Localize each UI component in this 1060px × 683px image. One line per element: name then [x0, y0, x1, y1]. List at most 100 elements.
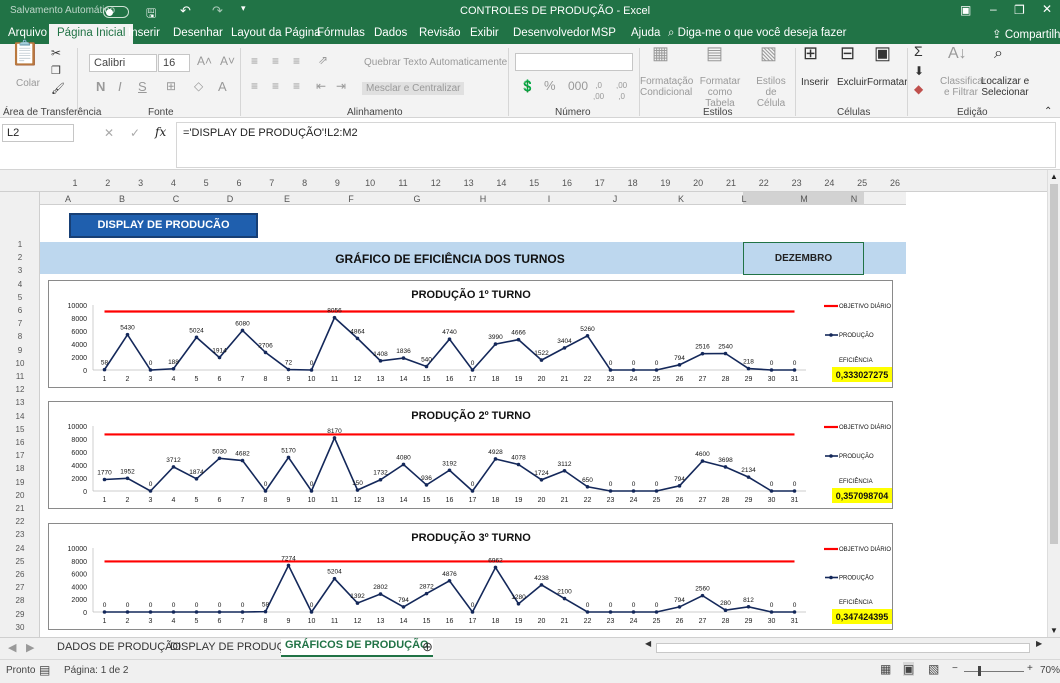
format-table-icon[interactable]: ▤ — [706, 43, 724, 63]
row-number[interactable]: 15 — [15, 424, 25, 434]
insert-cells-icon[interactable]: ⊞ — [803, 43, 819, 63]
align-bottom-icon[interactable]: ≡ — [293, 54, 301, 68]
sheet-tab-dados[interactable]: DADOS DE PRODUÇÃO — [57, 641, 182, 653]
column-letter-b[interactable]: B — [118, 194, 125, 204]
horizontal-scrollbar[interactable] — [656, 643, 1030, 653]
row-number[interactable]: 12 — [15, 385, 25, 395]
row-number[interactable]: 28 — [15, 596, 25, 606]
format-painter-icon[interactable]: 🖌 — [51, 83, 65, 95]
column-letter-k[interactable]: K — [677, 194, 684, 204]
quick-access-icon[interactable]: ▾ — [241, 3, 246, 13]
autosave-toggle[interactable] — [103, 6, 129, 18]
tab-msp[interactable]: MSP — [591, 27, 616, 39]
delete-cells-button[interactable]: Excluir — [837, 77, 868, 88]
zoom-level[interactable]: 70% — [1040, 665, 1060, 676]
align-middle-icon[interactable]: ≡ — [272, 54, 280, 68]
redo-icon[interactable]: ↷ — [212, 3, 223, 18]
underline-icon[interactable]: S — [138, 79, 147, 94]
tab-pagina-inicial[interactable]: Página Inicial — [49, 24, 134, 44]
ribbon-display-icon[interactable]: ▣ — [960, 3, 972, 17]
save-icon[interactable]: 🖫 — [146, 6, 157, 20]
cancel-formula-icon[interactable]: ✕ — [104, 126, 115, 140]
row-number[interactable]: 17 — [15, 451, 25, 461]
row-number[interactable]: 21 — [15, 504, 25, 513]
number-format-select[interactable] — [515, 53, 633, 71]
column-letter-e[interactable]: E — [283, 194, 290, 204]
find-select-button[interactable]: Localizar e Selecionar — [980, 76, 1030, 98]
shrink-font-icon[interactable]: A˅ — [220, 54, 236, 68]
align-left-icon[interactable]: ≡ — [251, 79, 259, 93]
tab-desenhar[interactable]: Desenhar — [173, 27, 223, 39]
tab-revisao[interactable]: Revisão — [419, 27, 461, 39]
fill-icon[interactable]: ⬇ — [914, 64, 925, 78]
minimize-icon[interactable]: – — [990, 2, 997, 16]
display-producao-button[interactable]: DISPLAY DE PRODUCÃO — [69, 213, 258, 238]
zoom-slider[interactable] — [964, 671, 1024, 672]
insert-cells-button[interactable]: Inserir — [801, 77, 829, 88]
name-box[interactable]: L2 — [2, 124, 74, 142]
tab-dados[interactable]: Dados — [374, 27, 408, 39]
italic-icon[interactable]: I — [118, 79, 122, 94]
row-number[interactable]: 2 — [17, 253, 23, 263]
indent-icon[interactable]: ⇤ — [316, 79, 327, 93]
conditional-format-icon[interactable]: ▦ — [652, 43, 670, 63]
row-number[interactable]: 10 — [15, 358, 25, 368]
row-number[interactable]: 4 — [17, 279, 23, 289]
copy-icon[interactable]: ❐ — [51, 65, 61, 77]
row-number[interactable]: 13 — [15, 398, 25, 408]
row-number[interactable]: 16 — [15, 438, 25, 447]
share-button[interactable]: ⇪ Compartilhar — [992, 27, 1060, 41]
row-number[interactable]: 18 — [15, 464, 25, 474]
hscroll-left-icon[interactable]: ◀ — [645, 639, 652, 648]
column-letter-j[interactable]: J — [612, 194, 618, 204]
format-cells-icon[interactable]: ▣ — [874, 43, 892, 63]
paste-label[interactable]: Colar — [16, 78, 40, 89]
outdent-icon[interactable]: ⇥ — [336, 79, 347, 93]
conditional-format-button[interactable]: Formatação Condicional — [640, 76, 694, 98]
row-number[interactable]: 20 — [15, 490, 25, 500]
tab-arquivo[interactable]: Arquivo — [8, 27, 47, 39]
page-break-view-icon[interactable]: ▧ — [928, 662, 940, 676]
decrease-decimal-icon[interactable]: ,00,0 — [616, 81, 628, 101]
row-number[interactable]: 23 — [15, 530, 25, 540]
row-number[interactable]: 6 — [17, 306, 23, 315]
column-letter-d[interactable]: D — [226, 194, 234, 204]
close-icon[interactable]: ✕ — [1042, 2, 1053, 16]
bold-icon[interactable]: N — [96, 79, 106, 94]
chart-turno-2[interactable]: PRODUÇÃO 2º TURNO 0 2000 4000 6000 8000 10000 1… — [48, 401, 893, 509]
collapse-ribbon-icon[interactable]: ⌃ — [1044, 106, 1053, 117]
scroll-down-icon[interactable]: ▼ — [1050, 626, 1058, 635]
comma-icon[interactable]: 000 — [568, 79, 589, 93]
row-number[interactable]: 7 — [17, 319, 23, 329]
tab-exibir[interactable]: Exibir — [470, 27, 499, 39]
enter-formula-icon[interactable]: ✓ — [130, 126, 141, 140]
percent-icon[interactable]: % — [544, 78, 556, 93]
find-select-icon[interactable]: ⌕ — [994, 45, 1003, 62]
row-number[interactable]: 27 — [15, 583, 25, 593]
prev-sheet-icon[interactable]: ◀ — [8, 642, 17, 654]
format-cells-button[interactable]: Formatar — [867, 77, 908, 88]
row-number[interactable]: 29 — [15, 609, 25, 619]
vertical-scrollbar[interactable]: ▲ ▼ — [1047, 170, 1060, 637]
normal-view-icon[interactable]: ▦ — [880, 662, 892, 676]
hscroll-right-icon[interactable]: ▶ — [1036, 639, 1043, 648]
scroll-up-icon[interactable]: ▲ — [1050, 172, 1058, 181]
chart-turno-3[interactable]: PRODUÇÃO 3º TURNO 0 2000 4000 6000 8000 10000 1… — [48, 523, 893, 630]
insert-function-icon[interactable]: fx — [155, 125, 167, 139]
align-center-icon[interactable]: ≡ — [272, 79, 280, 93]
merge-center-button[interactable]: Mesclar e Centralizar — [362, 82, 465, 95]
column-letter-c[interactable]: C — [172, 194, 180, 204]
currency-icon[interactable]: 💲 — [520, 79, 535, 93]
column-letter-n[interactable]: N — [850, 194, 858, 204]
increase-decimal-icon[interactable]: ,0,00 — [593, 81, 605, 101]
tab-formulas[interactable]: Fórmulas — [317, 27, 365, 39]
scroll-thumb[interactable] — [1050, 184, 1058, 544]
fill-color-icon[interactable]: ◇ — [194, 79, 204, 93]
next-sheet-icon[interactable]: ▶ — [26, 642, 35, 654]
chart-turno-1[interactable]: PRODUÇÃO 1º TURNO 0 2000 4000 6000 8000 10000 1… — [48, 280, 893, 388]
macro-record-icon[interactable]: ▤ — [39, 663, 51, 677]
add-sheet-icon[interactable]: ⊕ — [422, 639, 433, 654]
undo-icon[interactable]: ↶ — [180, 3, 191, 18]
cut-icon[interactable]: ✂ — [51, 46, 62, 60]
month-cell[interactable]: DEZEMBRO — [743, 242, 864, 275]
